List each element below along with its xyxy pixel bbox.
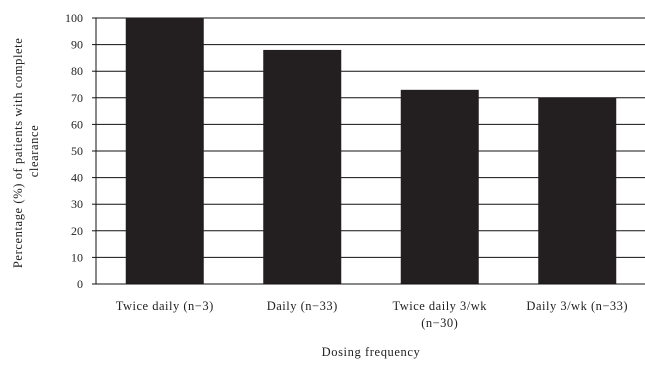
y-tick-label: 100 (65, 11, 83, 25)
axes (95, 18, 645, 285)
x-category-label: Daily 3/wk (n−33) (526, 299, 628, 313)
x-category-label: Twice daily 3/wk (n−30) (392, 299, 487, 330)
y-tick-label: 90 (71, 38, 83, 52)
y-tick-label: 10 (71, 250, 83, 264)
x-category-label-line: (n−30) (421, 316, 458, 330)
x-category-label-line: Daily 3/wk (n−33) (526, 299, 628, 313)
y-axis-title-line-1: Percentage (%) of patients with complete (11, 38, 25, 269)
y-axis-title-line-2: clearance (27, 125, 41, 178)
x-category-label-line: Twice daily (n−3) (116, 299, 214, 313)
y-tick-label: 60 (71, 117, 83, 131)
bar (263, 49, 342, 284)
x-category-label: Twice daily (n−3) (116, 299, 214, 313)
x-category-labels: Twice daily (n−3) Daily (n−33) Twice daily… (116, 299, 628, 330)
y-tick-label: 80 (71, 64, 83, 78)
bars (125, 18, 617, 284)
bar (400, 89, 479, 284)
y-axis-title: Percentage (%) of patients with complete… (11, 34, 41, 268)
x-axis-title: Dosing frequency (322, 345, 421, 359)
y-tick-labels: 0 10 20 30 40 50 60 70 80 90 100 (65, 11, 83, 291)
y-tick-label: 20 (71, 224, 83, 238)
y-tick-label: 50 (71, 144, 83, 158)
y-tick-label: 40 (71, 171, 83, 185)
x-category-label: Daily (n−33) (267, 299, 338, 313)
bar (538, 97, 617, 284)
y-tick-label: 0 (77, 277, 83, 291)
y-tick-label: 70 (71, 91, 83, 105)
bar (125, 18, 204, 284)
y-tick-label: 30 (71, 197, 83, 211)
x-category-label-line: Twice daily 3/wk (392, 299, 487, 313)
x-category-label-line: Daily (n−33) (267, 299, 338, 313)
